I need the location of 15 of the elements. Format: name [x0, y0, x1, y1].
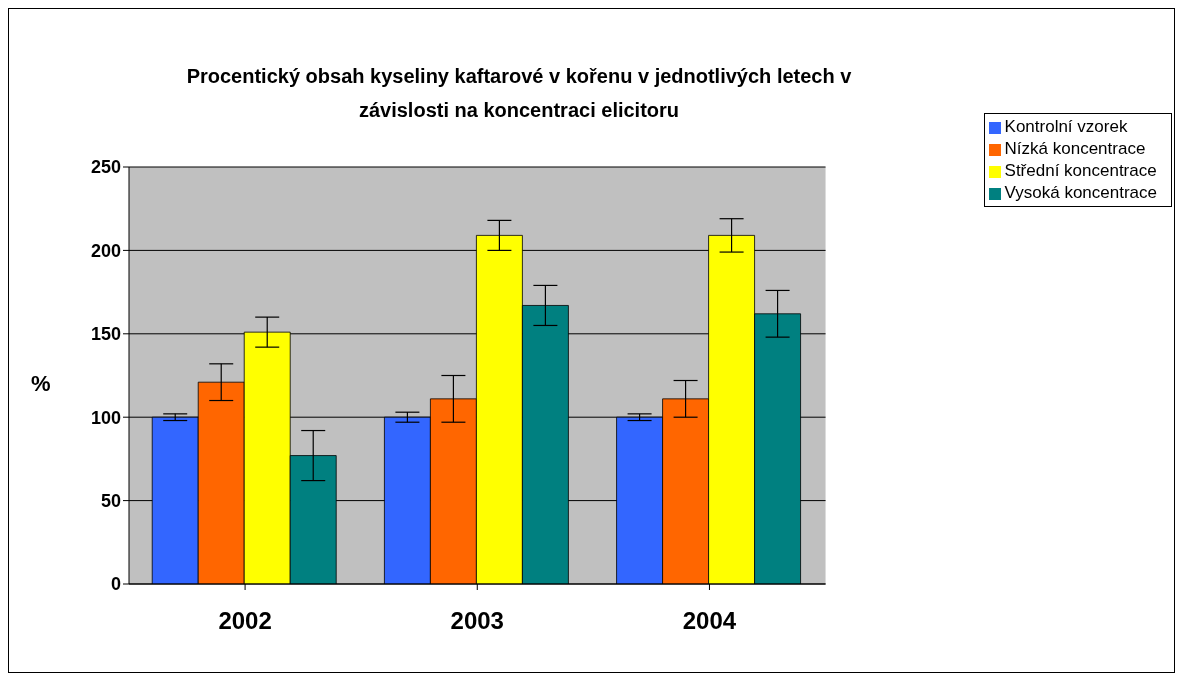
y-tick-label: 150: [90, 324, 121, 345]
legend-label: Vysoká koncentrace: [1004, 183, 1157, 202]
y-tick-label: 100: [90, 407, 121, 428]
y-tick-label: 50: [100, 490, 121, 511]
x-tick-label: 2004: [682, 607, 737, 635]
legend-label: Nízká koncentrace: [1004, 139, 1146, 158]
x-tick-label: 2003: [450, 607, 504, 635]
x-tick-label: 2002: [218, 607, 272, 635]
y-tick-label: 250: [90, 157, 121, 178]
chart-title: Procentický obsah kyseliny kaftarové v kořenu v jednotlivých letech v závislosti na koncentraci elicitoru: [185, 64, 853, 123]
legend-label: Střední koncentrace: [1004, 161, 1157, 180]
y-tick-label: 200: [90, 240, 121, 261]
y-tick-label: 0: [110, 574, 121, 595]
legend-label: Kontrolní vzorek: [1004, 117, 1128, 136]
y-axis-title: %: [31, 371, 51, 397]
